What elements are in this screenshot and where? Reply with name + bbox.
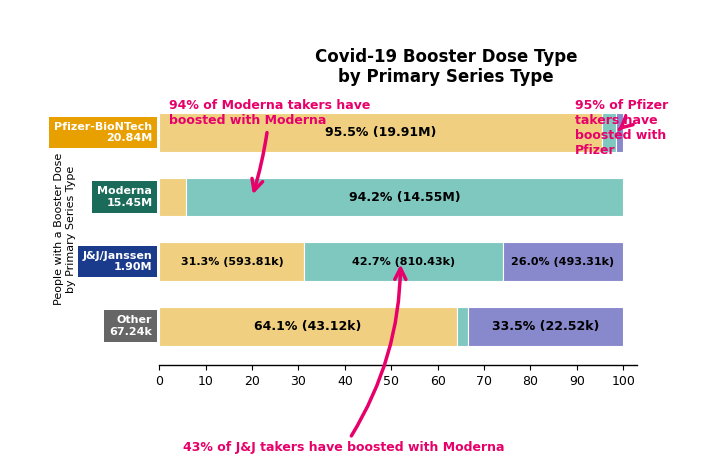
Bar <box>305 242 502 281</box>
Bar <box>616 113 623 152</box>
Text: 95% of Pfizer
takers have
boosted with
Pfizer: 95% of Pfizer takers have boosted with P… <box>575 99 668 157</box>
Y-axis label: People with a Booster Dose
by Primary Series Type: People with a Booster Dose by Primary Se… <box>54 153 76 306</box>
Text: Moderna
15.45M: Moderna 15.45M <box>98 186 152 208</box>
Text: 95.5% (19.91M): 95.5% (19.91M) <box>325 126 437 139</box>
Text: 33.5% (22.52k): 33.5% (22.52k) <box>492 320 599 333</box>
Text: 26.0% (493.31k): 26.0% (493.31k) <box>511 256 615 267</box>
Bar <box>457 307 468 346</box>
Text: Pfizer-BioNTech
20.84M: Pfizer-BioNTech 20.84M <box>54 122 152 143</box>
Text: 94.2% (14.55M): 94.2% (14.55M) <box>349 190 460 204</box>
Bar <box>159 307 457 346</box>
Text: 94% of Moderna takers have
boosted with Moderna: 94% of Moderna takers have boosted with … <box>169 99 370 190</box>
Bar <box>159 113 602 152</box>
Text: 43% of J&J takers have boosted with Moderna: 43% of J&J takers have boosted with Mode… <box>183 268 505 454</box>
Text: 64.1% (43.12k): 64.1% (43.12k) <box>254 320 362 333</box>
Title: Covid-19 Booster Dose Type
by Primary Series Type: Covid-19 Booster Dose Type by Primary Se… <box>315 48 577 87</box>
Text: 42.7% (810.43k): 42.7% (810.43k) <box>352 256 455 267</box>
Bar <box>159 242 305 281</box>
Text: 31.3% (593.81k): 31.3% (593.81k) <box>180 256 283 267</box>
Bar <box>159 178 186 216</box>
Bar <box>186 178 623 216</box>
Text: J&J/Janssen
1.90M: J&J/Janssen 1.90M <box>83 251 152 272</box>
Text: Other
67.24k: Other 67.24k <box>109 315 152 337</box>
Bar <box>502 242 623 281</box>
Bar <box>602 113 616 152</box>
Bar <box>468 307 623 346</box>
